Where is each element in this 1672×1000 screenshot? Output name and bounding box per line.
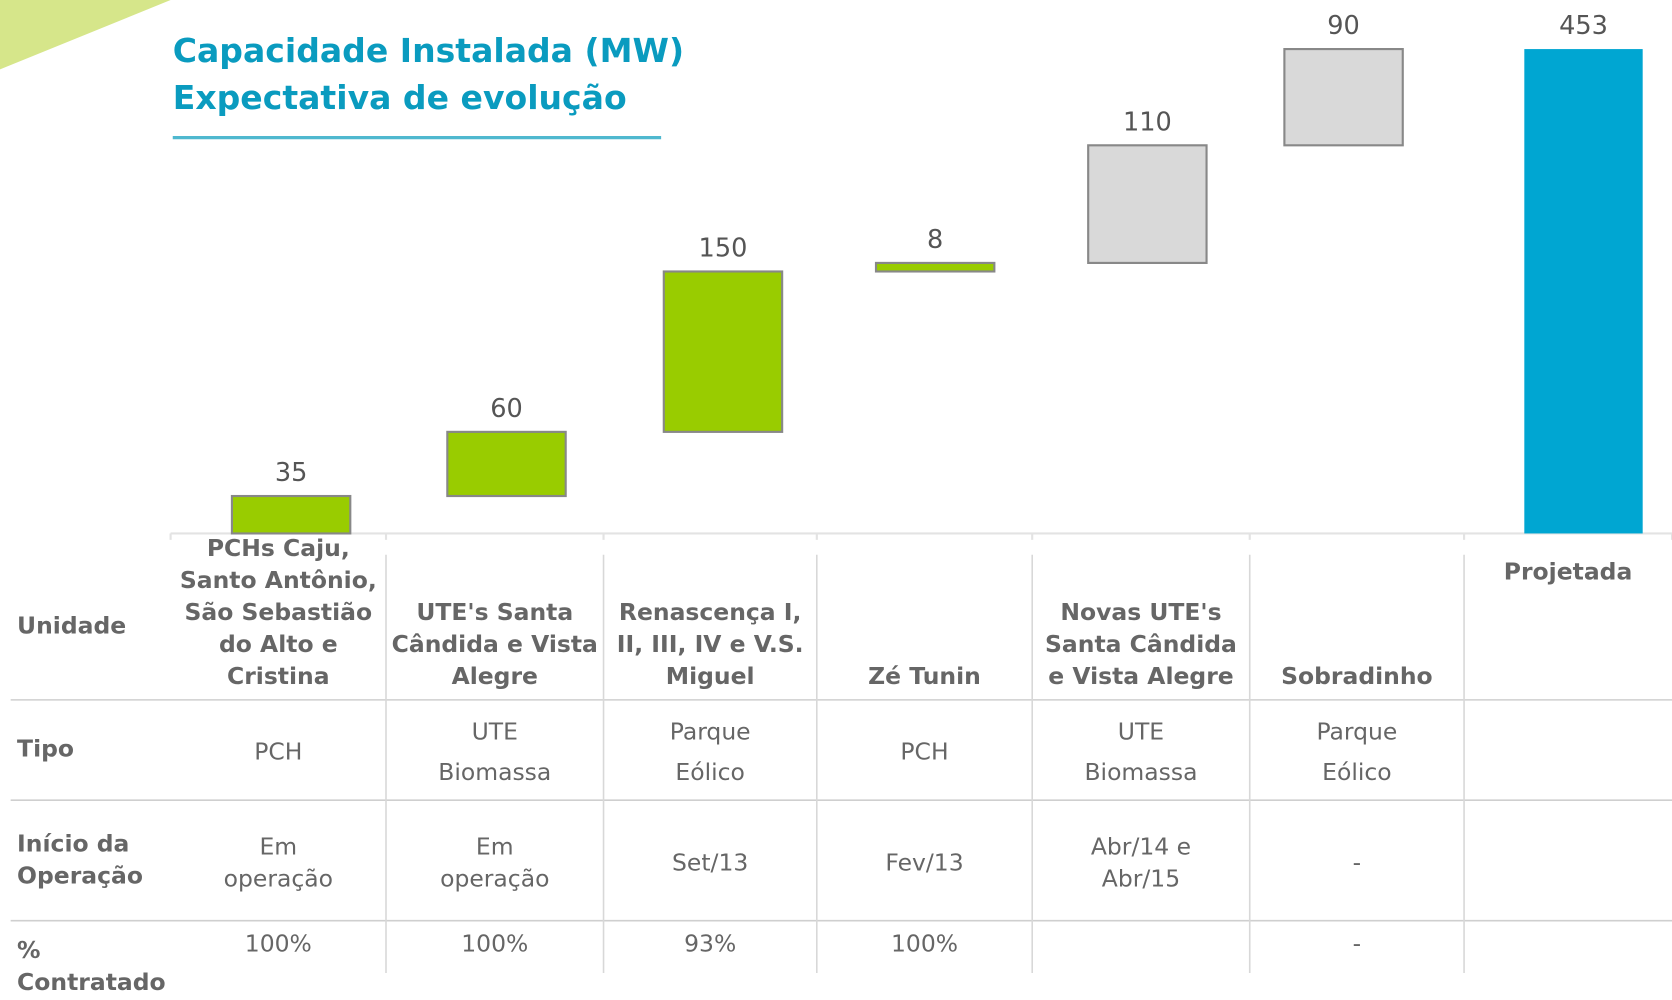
unit-cell: Projetada — [1503, 559, 1633, 586]
table-cell: 93% — [684, 931, 737, 959]
bar — [662, 270, 784, 433]
table-cell: UTE Biomassa — [1084, 719, 1198, 787]
table-cell: Fev/13 — [885, 849, 964, 877]
unit-cell: Renascença I, II, III, IV e V.S. Miguel — [616, 599, 804, 691]
table-cell: UTE Biomassa — [438, 719, 552, 787]
table-cell: Set/13 — [672, 849, 749, 877]
bar — [1524, 49, 1643, 534]
table-cell: 100% — [461, 931, 529, 959]
chart-subtitle: Expectativa de evolução — [172, 78, 627, 118]
chart: 35 60 150 8 110 90 453 — [0, 0, 1672, 974]
data-label: 90 — [1327, 11, 1360, 41]
bar — [446, 430, 567, 498]
corner-decoration — [0, 0, 171, 70]
table-cell: - — [1352, 849, 1362, 877]
table-cell: PCH — [900, 739, 949, 767]
unit-cell: Zé Tunin — [868, 663, 981, 691]
bar — [1283, 48, 1404, 147]
bar — [874, 261, 996, 273]
chart-title: Capacidade Instalada (MW) — [172, 32, 685, 71]
data-label: 110 — [1123, 107, 1172, 137]
table-cell: - — [1352, 931, 1362, 959]
table-cell: Parque Eólico — [669, 719, 751, 787]
data-label: 35 — [275, 458, 308, 488]
row-header: Unidade — [17, 613, 127, 641]
unit-cell: UTE's Santa Cândida e Vista Alegre — [391, 599, 598, 691]
table-cell: PCH — [254, 739, 303, 767]
table-cell: Em operação — [223, 833, 333, 893]
table-cell: Abr/14 e Abr/15 — [1090, 833, 1192, 893]
table-cell: 100% — [244, 931, 312, 959]
data-label: 453 — [1559, 11, 1608, 41]
unit-cell: Novas UTE's Santa Cândida e Vista Alegre — [1045, 599, 1237, 691]
table-cell: Em operação — [440, 833, 550, 893]
row-header: % Contratado — [17, 937, 166, 997]
table-cell: 100% — [890, 931, 959, 959]
bar — [1087, 144, 1208, 264]
data-label: 60 — [490, 394, 523, 424]
row-header: Início da Operação — [17, 830, 143, 890]
unit-cell: Sobradinho — [1281, 663, 1433, 691]
unit-cell: PCHs Caju, Santo Antônio, São Sebastião … — [179, 535, 377, 691]
table-cell: Parque Eólico — [1316, 719, 1398, 787]
data-label: 150 — [699, 234, 748, 264]
data-label: 8 — [927, 225, 943, 255]
row-header: Tipo — [17, 736, 75, 763]
bar — [230, 494, 352, 535]
